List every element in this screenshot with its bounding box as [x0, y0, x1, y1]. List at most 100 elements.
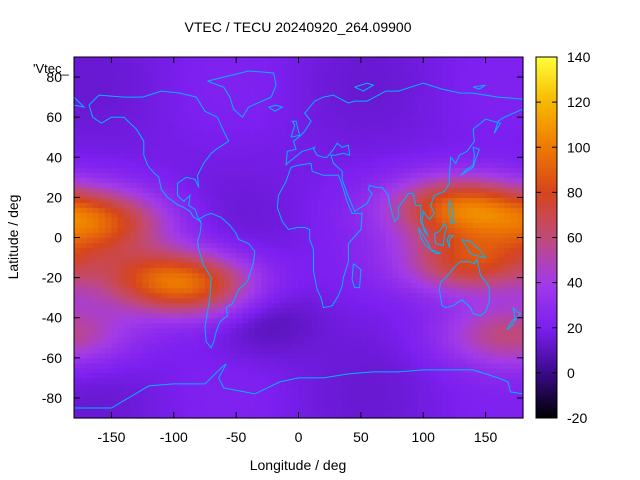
heatmap-cell [485, 222, 493, 229]
heatmap-cell [292, 242, 300, 249]
heatmap-cell [479, 352, 487, 359]
heatmap-cell [335, 207, 343, 214]
heatmap-cell [273, 342, 281, 349]
heatmap-cell [223, 137, 231, 143]
heatmap-cell [74, 142, 81, 148]
heatmap-cell [161, 322, 169, 329]
heatmap-cell [454, 77, 462, 83]
heatmap-cell [267, 292, 275, 299]
heatmap-cell [186, 177, 194, 183]
heatmap-cell [80, 147, 88, 153]
heatmap-cell [373, 247, 381, 254]
heatmap-cell [454, 382, 462, 389]
heatmap-cell [292, 382, 300, 389]
heatmap-cell [310, 247, 318, 254]
heatmap-cell [161, 387, 169, 394]
heatmap-cell [367, 402, 374, 409]
heatmap-cell [367, 87, 374, 93]
heatmap-cell [354, 97, 362, 103]
heatmap-cell [423, 292, 431, 299]
heatmap-cell [92, 197, 100, 203]
heatmap-cell [86, 182, 94, 188]
heatmap-cell [460, 272, 468, 279]
heatmap-cell [242, 307, 250, 314]
heatmap-cell [516, 372, 524, 379]
heatmap-cell [80, 127, 88, 133]
heatmap-cell [373, 252, 381, 259]
heatmap-cell [479, 222, 487, 229]
heatmap-cell [510, 137, 518, 143]
heatmap-cell [98, 197, 106, 203]
heatmap-cell [80, 112, 88, 118]
heatmap-cell [105, 167, 113, 173]
heatmap-cell [74, 412, 81, 419]
heatmap-cell [192, 272, 200, 279]
heatmap-cell [148, 287, 156, 294]
heatmap-cell [74, 347, 81, 354]
heatmap-cell [348, 382, 356, 389]
heatmap-cell [186, 282, 194, 289]
heatmap-cell [286, 347, 293, 354]
heatmap-cell [516, 292, 524, 299]
heatmap-cell [435, 247, 443, 254]
heatmap-cell [292, 197, 300, 203]
heatmap-cell [279, 137, 287, 143]
heatmap-cell [142, 377, 150, 384]
heatmap-cell [223, 167, 231, 173]
heatmap-cell [410, 347, 418, 354]
heatmap-cell [404, 177, 412, 183]
heatmap-cell [498, 197, 505, 203]
heatmap-cell [317, 137, 325, 143]
heatmap-cell [373, 402, 381, 409]
heatmap-cell [173, 267, 181, 274]
heatmap-cell [342, 382, 349, 389]
heatmap-cell [192, 152, 200, 158]
heatmap-cell [74, 212, 81, 219]
heatmap-cell [229, 272, 237, 279]
heatmap-cell [473, 92, 480, 98]
heatmap-cell [317, 177, 325, 183]
heatmap-cell [167, 212, 175, 219]
heatmap-cell [167, 132, 175, 138]
heatmap-cell [410, 377, 418, 384]
heatmap-cell [441, 237, 449, 244]
heatmap-cell [404, 82, 412, 88]
heatmap-cell [460, 322, 468, 329]
heatmap-cell [435, 402, 443, 409]
heatmap-cell [473, 77, 480, 83]
heatmap-cell [348, 82, 356, 88]
heatmap-cell [298, 112, 306, 118]
heatmap-cell [466, 167, 474, 173]
heatmap-cell [429, 177, 437, 183]
vtec-heatmap [74, 57, 524, 419]
heatmap-cell [448, 272, 456, 279]
heatmap-cell [236, 207, 243, 214]
heatmap-cell [423, 72, 431, 78]
heatmap-cell [248, 197, 256, 203]
heatmap-cell [404, 302, 412, 309]
heatmap-cell [111, 112, 119, 118]
heatmap-cell [223, 67, 231, 73]
heatmap-cell [498, 307, 505, 314]
heatmap-cell [254, 152, 262, 158]
heatmap-cell [173, 177, 181, 183]
heatmap-cell [460, 277, 468, 284]
heatmap-cell [286, 112, 293, 118]
heatmap-cell [242, 282, 250, 289]
heatmap-cell [86, 137, 94, 143]
heatmap-cell [261, 272, 268, 279]
heatmap-cell [105, 342, 113, 349]
heatmap-cell [211, 172, 219, 178]
heatmap-cell [466, 282, 474, 289]
heatmap-cell [323, 342, 331, 349]
heatmap-cell [217, 132, 225, 138]
heatmap-cell [198, 357, 206, 364]
heatmap-cell [435, 102, 443, 108]
heatmap-cell [360, 332, 368, 339]
heatmap-cell [504, 392, 512, 399]
heatmap-cell [304, 127, 312, 133]
heatmap-cell [248, 392, 256, 399]
heatmap-cell [105, 97, 113, 103]
heatmap-cell [117, 152, 125, 158]
heatmap-cell [80, 122, 88, 128]
